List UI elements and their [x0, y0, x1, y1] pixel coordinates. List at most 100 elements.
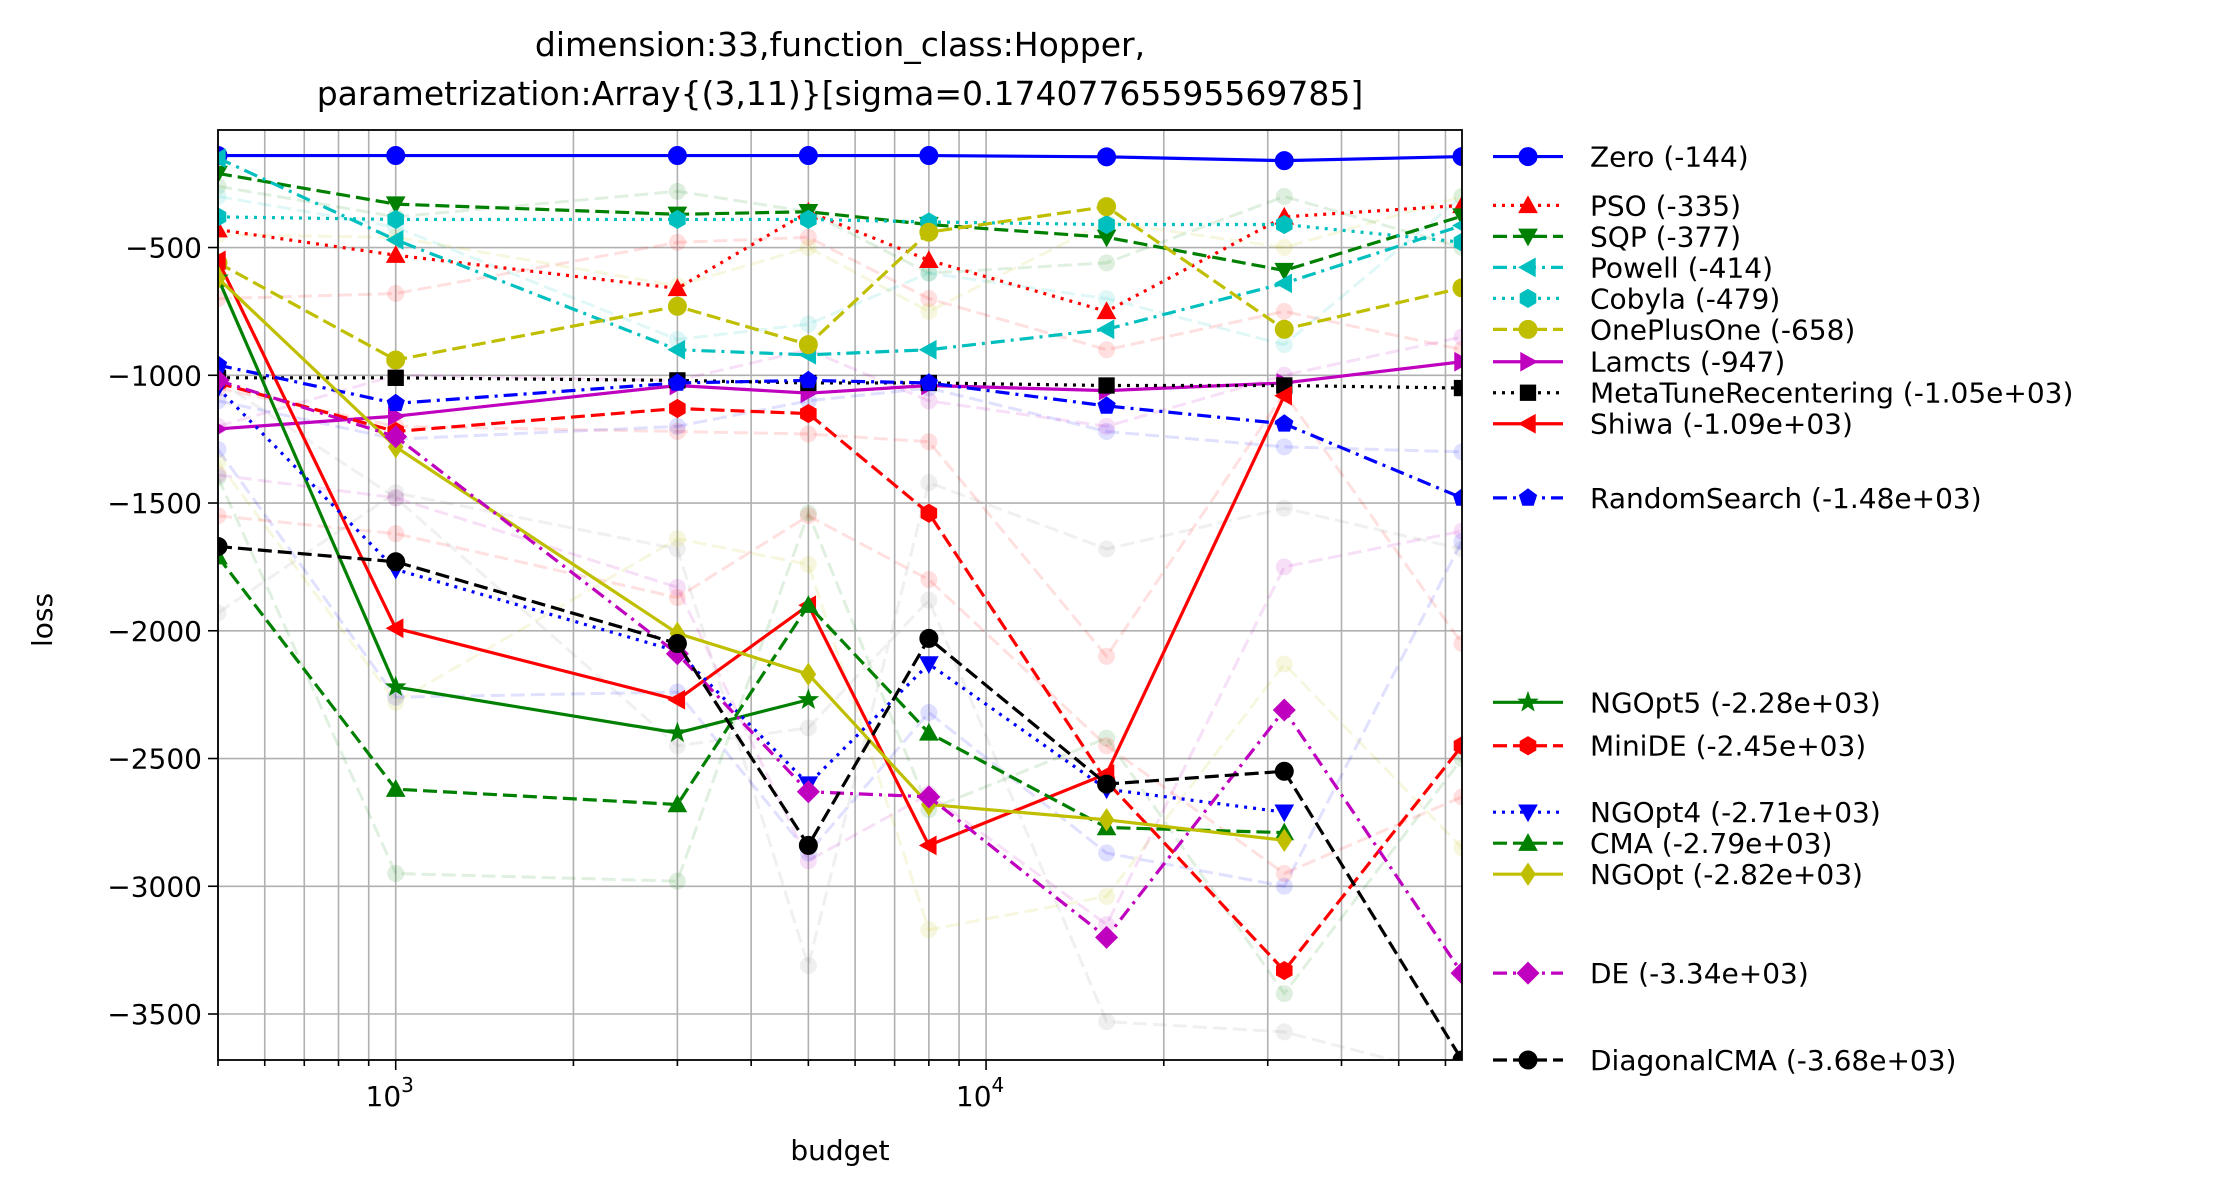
data-point [1095, 925, 1119, 949]
data-point [1275, 655, 1293, 673]
data-point [668, 589, 686, 607]
legend-entry-6: Lamcts (-947) [1493, 346, 1785, 379]
data-point [218, 187, 227, 205]
data-point [1275, 438, 1293, 456]
data-point [669, 398, 686, 419]
data-point [1452, 147, 1462, 167]
data-point [1454, 351, 1462, 372]
legend-label: Cobyla (-479) [1590, 282, 1780, 315]
data-point [1275, 499, 1293, 517]
data-point [1275, 187, 1293, 205]
data-point [920, 433, 938, 451]
legend-label: NGOpt4 (-2.71e+03) [1590, 796, 1881, 829]
data-point [920, 290, 938, 308]
data-point [1520, 862, 1536, 886]
x-tick-label: 104 [956, 1073, 1004, 1113]
data-point [1274, 319, 1294, 339]
background-line [218, 461, 1462, 932]
legend-entry-15: DE (-3.34e+03) [1493, 957, 1809, 990]
data-point [386, 350, 406, 370]
data-point [1276, 828, 1293, 852]
plot-area: 103 104−500−1000−1500−2000−2500−3000−3500 [107, 129, 1463, 1113]
data-point [1098, 844, 1116, 862]
series-line [218, 153, 1462, 163]
data-point [218, 453, 227, 471]
data-point [1098, 417, 1116, 435]
x-axis-label: budget [790, 1134, 889, 1167]
x-tick-label: 103 [366, 1073, 414, 1113]
legend-entry-3: Powell (-414) [1493, 251, 1773, 284]
data-point [387, 864, 405, 882]
data-point [218, 536, 228, 556]
background-line [218, 476, 1462, 997]
legend-entry-4: Cobyla (-479) [1493, 282, 1780, 315]
data-point [799, 719, 817, 737]
data-point [1275, 336, 1293, 354]
data-point [1274, 273, 1292, 294]
legend-entry-13: CMA (-2.79e+03) [1493, 827, 1832, 860]
y-tick-label: −500 [125, 232, 202, 265]
background-line [218, 448, 1462, 888]
data-point [1518, 319, 1538, 339]
background-line [218, 473, 1462, 927]
data-point [218, 546, 228, 565]
data-point [385, 618, 404, 639]
x-tick-label-base: 10 [366, 1080, 402, 1113]
data-point [920, 704, 938, 722]
series-line [218, 544, 1462, 1060]
data-point [218, 466, 227, 484]
grid [217, 130, 1462, 1060]
data-point [388, 406, 406, 427]
data-point [919, 722, 939, 741]
data-point [668, 737, 686, 755]
data-point [1517, 413, 1536, 434]
y-tick-label: −1000 [107, 359, 202, 392]
legend-label: DE (-3.34e+03) [1590, 957, 1809, 990]
data-point [1097, 774, 1117, 794]
data-point [1098, 887, 1116, 905]
data-point [1098, 1013, 1116, 1031]
data-point [1519, 384, 1537, 401]
data-point [799, 504, 817, 522]
data-point [218, 266, 226, 290]
data-point [668, 530, 686, 548]
series-9 [218, 355, 1462, 506]
data-point [799, 228, 817, 246]
series-line [218, 378, 1462, 975]
data-point [799, 239, 817, 257]
data-point [1453, 232, 1462, 252]
data-point [1098, 214, 1115, 235]
legend-label: Powell (-414) [1590, 251, 1773, 284]
background-line [218, 379, 1399, 1060]
background-line [218, 194, 1462, 314]
data-point [1518, 228, 1538, 247]
data-point [1518, 488, 1538, 506]
data-point [386, 552, 406, 572]
series-11 [218, 373, 1462, 981]
data-point [668, 872, 686, 890]
legend-label: OnePlusOne (-658) [1590, 313, 1855, 346]
legend-entry-5: OnePlusOne (-658) [1493, 313, 1855, 346]
legend-label: CMA (-2.79e+03) [1590, 827, 1832, 860]
data-point [218, 507, 227, 525]
data-point [799, 315, 817, 333]
data-point [669, 209, 686, 230]
data-point [1453, 635, 1462, 653]
data-point [1098, 422, 1116, 440]
y-tick-label: −3500 [107, 998, 202, 1031]
data-point [917, 785, 941, 809]
data-point [1518, 833, 1538, 851]
data-point [1275, 877, 1293, 895]
data-point [1518, 804, 1538, 823]
data-point [1274, 151, 1294, 171]
data-point [384, 425, 408, 449]
data-point [799, 555, 817, 573]
data-point [1098, 341, 1116, 359]
data-point [1517, 690, 1539, 712]
data-point [800, 662, 817, 686]
data-point [387, 489, 405, 507]
legend-label: Zero (-144) [1590, 141, 1749, 174]
background-line [218, 235, 1462, 352]
data-point [1518, 1050, 1538, 1070]
